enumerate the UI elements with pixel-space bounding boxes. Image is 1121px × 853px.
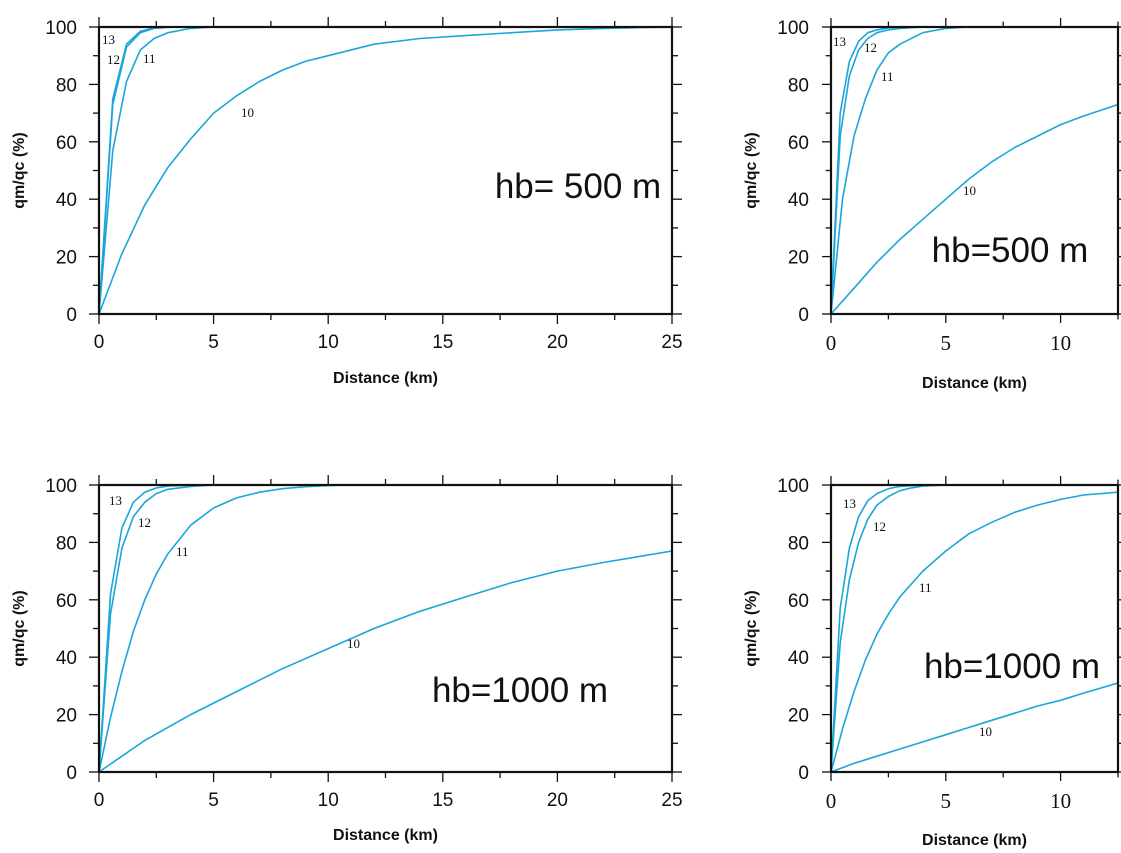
x-tick-label: 10 (318, 332, 339, 353)
y-tick-label: 40 (788, 648, 809, 669)
series-line-10 (830, 682, 1119, 773)
series-label-12: 12 (107, 52, 120, 67)
series-label-11: 11 (919, 580, 932, 595)
plot-frame (829, 25, 1120, 316)
y-tick-label: 80 (788, 533, 809, 554)
x-axis-title: Distance (km) (333, 370, 438, 387)
series-label-11: 11 (176, 544, 189, 559)
series-line-12 (98, 26, 173, 315)
y-tick-label: 80 (56, 533, 77, 554)
y-tick-label: 0 (798, 305, 809, 326)
series-line-11 (98, 484, 352, 773)
series-line-13 (830, 484, 923, 773)
y-tick-label: 80 (788, 75, 809, 96)
y-tick-label: 0 (798, 763, 809, 784)
y-tick-label: 0 (66, 305, 77, 326)
y-axis-title: qm/qc (%) (743, 132, 760, 208)
y-axis-title: qm/qc (%) (11, 132, 28, 208)
chart-panel-3: 0 20 40 60 80 100 0 5 10 15 20 25 Distance (km) qm/qc… (11, 475, 683, 844)
height-annotation: hb=500 m (932, 231, 1089, 270)
series-label-13: 13 (833, 34, 846, 49)
x-axis-title: Distance (km) (922, 375, 1027, 392)
y-tick-label: 60 (788, 591, 809, 612)
y-tick-label: 40 (788, 190, 809, 211)
series-line-10 (98, 550, 673, 773)
series-label-12: 12 (873, 519, 886, 534)
chart-panel-2: 0 20 40 60 80 100 0 5 10 Distance (km) qm/qc (%) hb… (743, 18, 1121, 392)
x-tick-label: 5 (941, 331, 952, 355)
chart-panel-1: 0 20 40 60 80 100 0 5 10 15 20 25 Distance (km) qm/qc… (11, 17, 683, 387)
y-tick-label: 0 (66, 763, 77, 784)
plot-frame (97, 483, 674, 774)
chart-panel-4: 0 20 40 60 80 100 0 5 10 Distance (km) qm/qc (%) hb… (743, 476, 1121, 849)
y-tick-label: 20 (56, 248, 77, 269)
series-label-12: 12 (864, 40, 877, 55)
x-tick-label: 15 (432, 790, 453, 811)
y-tick-label: 40 (56, 190, 77, 211)
series-label-11: 11 (881, 69, 894, 84)
y-tick-label: 20 (56, 706, 77, 727)
series-line-13 (830, 26, 900, 315)
series-label-12: 12 (138, 515, 151, 530)
y-tick-label: 100 (777, 18, 809, 39)
y-tick-label: 20 (788, 248, 809, 269)
series-line-11 (830, 26, 969, 315)
y-tick-label: 80 (56, 75, 77, 96)
series-line-13 (98, 26, 168, 315)
x-tick-label: 25 (661, 332, 682, 353)
series-label-10: 10 (347, 636, 360, 651)
series-label-10: 10 (963, 183, 976, 198)
series-line-10 (830, 103, 1119, 315)
y-axis-title: qm/qc (%) (11, 590, 28, 666)
series-line-12 (830, 26, 923, 315)
series-label-13: 13 (102, 32, 115, 47)
x-tick-label: 20 (547, 790, 568, 811)
series-label-10: 10 (241, 105, 254, 120)
x-tick-label: 20 (547, 332, 568, 353)
x-tick-label: 10 (1050, 789, 1071, 813)
series-line-11 (830, 491, 1119, 773)
series-line-13 (98, 484, 191, 773)
series-line-11 (98, 26, 214, 315)
x-tick-label: 10 (1050, 331, 1071, 355)
y-tick-label: 100 (777, 476, 809, 497)
x-tick-label: 25 (661, 790, 682, 811)
x-axis-title: Distance (km) (922, 832, 1027, 849)
series-line-12 (98, 484, 214, 773)
x-tick-label: 5 (208, 790, 219, 811)
x-tick-label: 0 (826, 331, 837, 355)
height-annotation: hb= 500 m (495, 167, 661, 206)
x-tick-label: 15 (432, 332, 453, 353)
y-tick-label: 100 (45, 476, 77, 497)
y-tick-label: 60 (56, 591, 77, 612)
x-tick-label: 10 (318, 790, 339, 811)
y-tick-label: 20 (788, 706, 809, 727)
series-label-13: 13 (109, 493, 122, 508)
x-tick-label: 0 (94, 790, 105, 811)
series-label-11: 11 (143, 51, 156, 66)
series-label-10: 10 (979, 724, 992, 739)
y-axis-title: qm/qc (%) (743, 590, 760, 666)
height-annotation: hb=1000 m (432, 671, 608, 710)
x-axis-title: Distance (km) (333, 827, 438, 844)
x-tick-label: 0 (826, 789, 837, 813)
series-line-10 (98, 26, 673, 315)
x-tick-label: 5 (208, 332, 219, 353)
height-annotation: hb=1000 m (924, 647, 1100, 686)
x-tick-label: 0 (94, 332, 105, 353)
y-tick-label: 40 (56, 648, 77, 669)
y-tick-label: 100 (45, 18, 77, 39)
y-tick-label: 60 (788, 133, 809, 154)
series-label-13: 13 (843, 496, 856, 511)
series-line-12 (830, 484, 946, 773)
y-tick-label: 60 (56, 133, 77, 154)
x-tick-label: 5 (941, 789, 952, 813)
